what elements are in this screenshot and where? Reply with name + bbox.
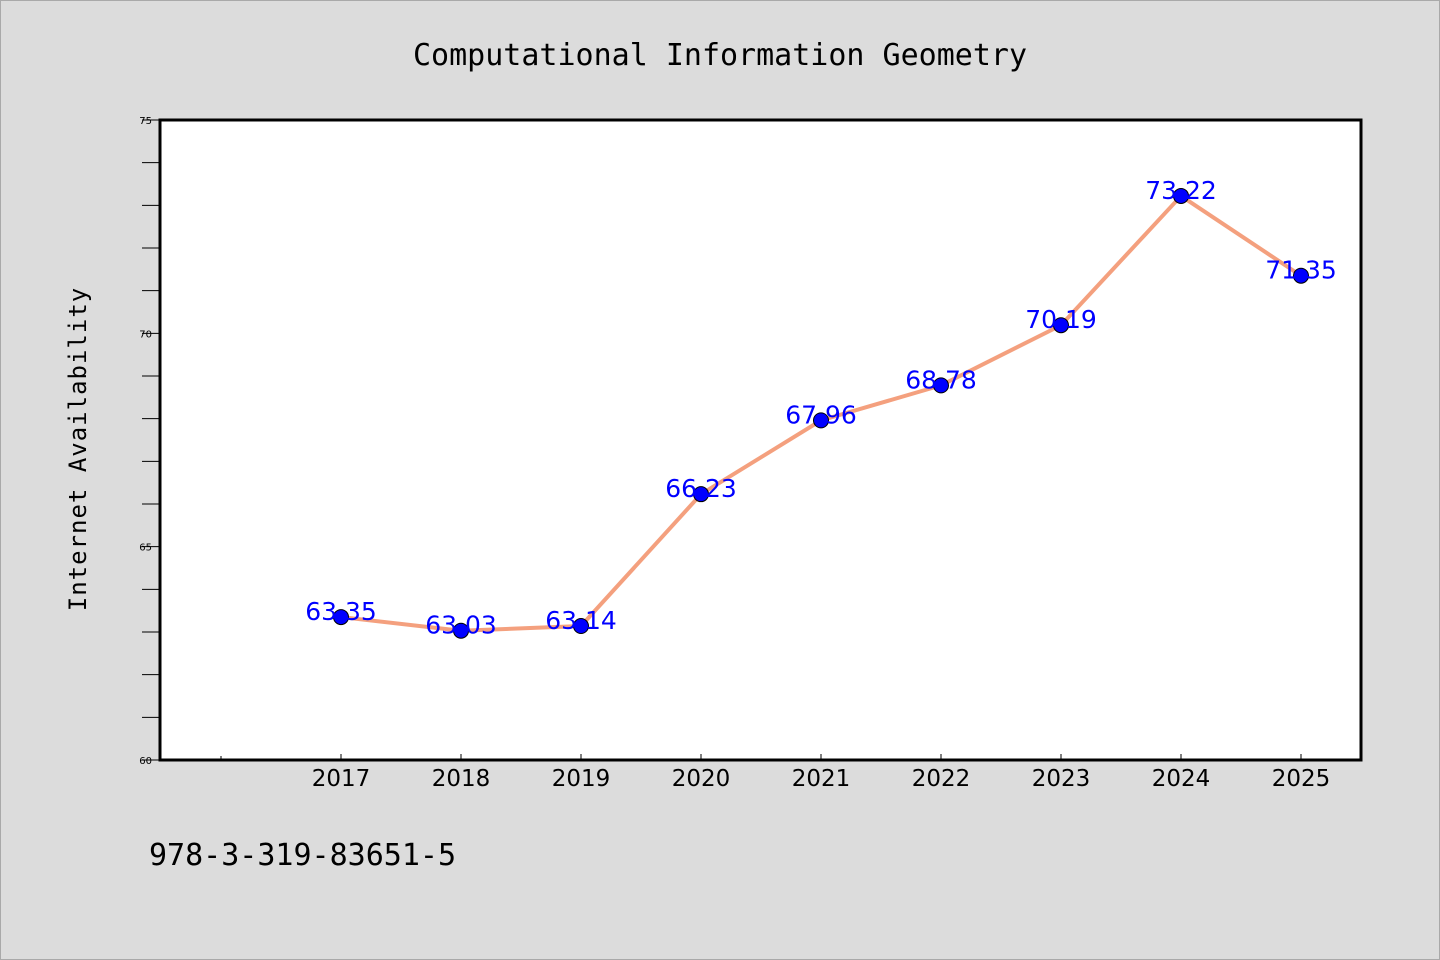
data-point — [453, 622, 469, 639]
plot-area — [158, 118, 1363, 762]
x-tick-label: 2018 — [432, 766, 491, 792]
data-label: 73.22 — [1145, 176, 1217, 205]
data-label: 67.96 — [785, 400, 857, 429]
y-axis-label: Internet Availability — [64, 287, 92, 611]
isbn-text: 978-3-319-83651-5 — [149, 838, 456, 873]
y-tick-label: 75 — [139, 116, 152, 127]
data-label: 63.03 — [425, 611, 497, 640]
chart-title: Computational Information Geometry — [413, 38, 1027, 73]
x-tick-label: 2022 — [912, 766, 971, 792]
x-tick-label: 2024 — [1152, 766, 1211, 792]
x-tick-label: 2021 — [792, 766, 851, 792]
data-label: 63.35 — [305, 597, 377, 626]
data-point — [1293, 267, 1309, 284]
y-axis-ticks: 60 65 70 75 — [139, 116, 160, 767]
data-label: 63.14 — [545, 606, 617, 635]
data-label: 66.23 — [665, 474, 737, 503]
x-tick-label: 2025 — [1272, 766, 1331, 792]
data-label: 71.35 — [1265, 256, 1337, 285]
data-point — [933, 377, 949, 394]
x-tick-label: 2017 — [312, 766, 371, 792]
data-label: 68.78 — [905, 365, 977, 394]
data-point — [333, 609, 349, 626]
y-tick-label: 60 — [139, 756, 152, 767]
data-point — [813, 412, 829, 429]
data-point — [1173, 187, 1189, 204]
data-point — [693, 486, 709, 503]
data-point — [573, 618, 589, 635]
x-tick-label: 2023 — [1032, 766, 1091, 792]
y-tick-label: 65 — [139, 543, 152, 554]
data-label: 70.19 — [1025, 305, 1097, 334]
x-axis-ticks: 2017 2018 2019 2020 2021 2022 2023 2024 2025 — [220, 754, 1331, 792]
series-group — [333, 187, 1309, 639]
data-labels-group: 63.35 63.03 63.14 66.23 67.96 68.78 70.19 73.22… — [305, 176, 1337, 640]
x-tick-label: 2019 — [552, 766, 611, 792]
x-tick-label: 2020 — [672, 766, 731, 792]
y-tick-label: 70 — [139, 329, 152, 340]
data-point — [1053, 317, 1069, 334]
